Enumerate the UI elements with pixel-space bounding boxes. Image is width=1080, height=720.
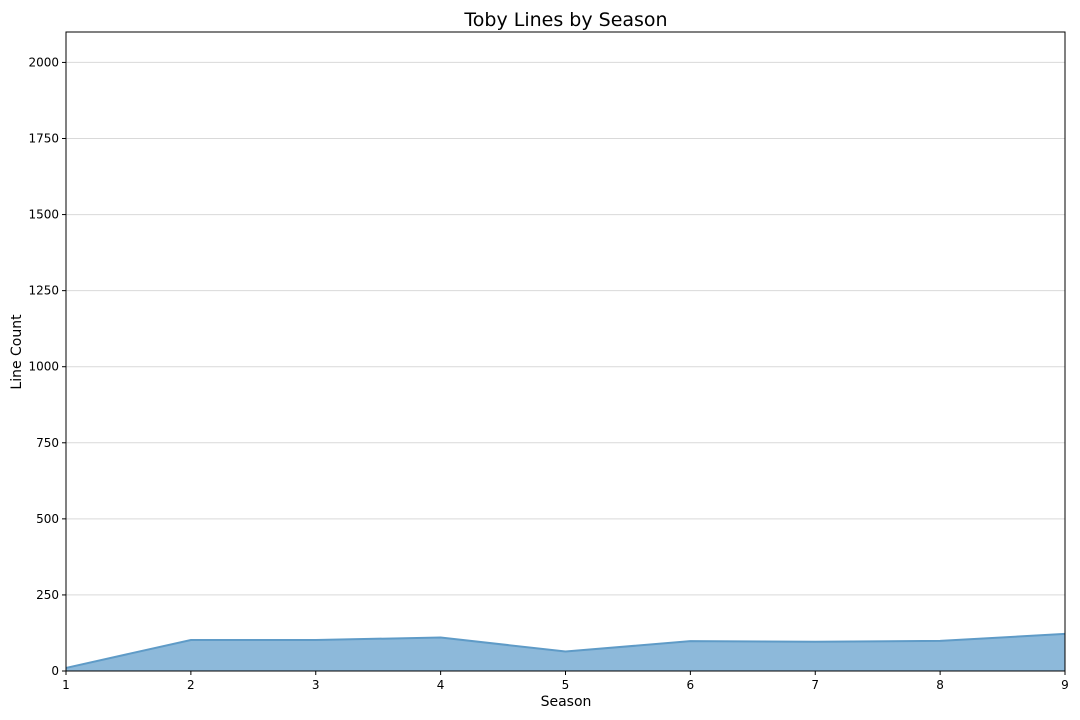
- y-tick-label: 1250: [28, 284, 59, 298]
- x-tick-label: 7: [811, 678, 819, 692]
- y-axis-ticks: 0 250 500 750 1000 1250 1500 1750 2000: [28, 55, 66, 678]
- x-axis-ticks: 1 2 3 4 5 6 7 8 9: [62, 671, 1069, 692]
- x-tick-label: 6: [687, 678, 695, 692]
- y-tick-label: 1750: [28, 132, 59, 146]
- y-tick-label: 2000: [28, 55, 59, 69]
- plot-frame: [65, 31, 1066, 672]
- y-tick-label: 500: [36, 512, 59, 526]
- x-tick-label: 1: [62, 678, 70, 692]
- x-tick-label: 3: [312, 678, 320, 692]
- x-axis-label: Season: [541, 694, 592, 710]
- y-tick-label: 1500: [28, 208, 59, 222]
- y-tick-label: 750: [36, 436, 59, 450]
- x-tick-label: 9: [1061, 678, 1069, 692]
- x-tick-label: 4: [437, 678, 445, 692]
- series-area: [65, 632, 1066, 671]
- chart-title: Toby Lines by Season: [463, 9, 667, 31]
- x-tick-label: 2: [187, 678, 195, 692]
- y-tick-label: 1000: [28, 360, 59, 374]
- series-line: [65, 632, 1066, 669]
- y-tick-label: 250: [36, 588, 59, 602]
- x-tick-label: 8: [936, 678, 944, 692]
- grid-lines: [66, 61, 1065, 596]
- y-axis-label: Line Count: [9, 314, 25, 390]
- x-tick-label: 5: [562, 678, 570, 692]
- y-tick-label: 0: [51, 664, 59, 678]
